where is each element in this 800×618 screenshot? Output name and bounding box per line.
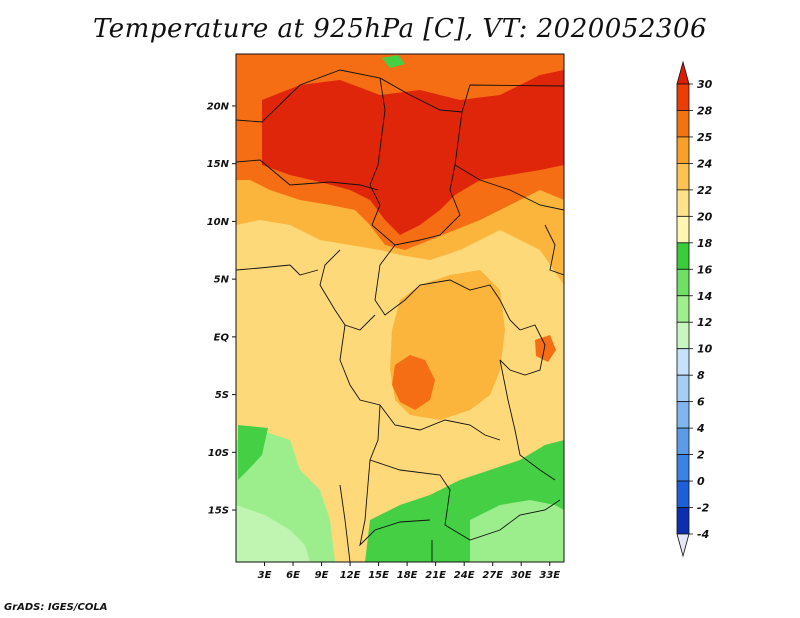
border-line xyxy=(544,224,564,276)
colorbar-swatch xyxy=(676,295,690,323)
field-cool-green-north xyxy=(382,55,405,68)
colorbar-label: 24 xyxy=(697,157,712,170)
border-line xyxy=(359,459,431,547)
border-line xyxy=(236,159,379,191)
grads-credit: GrADS: IGES/COLA xyxy=(4,602,108,613)
colorbar-swatch xyxy=(676,480,690,508)
lon-tick-label: 21E xyxy=(425,570,446,581)
border-line xyxy=(236,69,564,123)
lat-tick-label: 10N xyxy=(207,217,230,228)
border-line xyxy=(499,324,546,376)
latitude-axis: 20N 15N 10N 5N EQ 5S 10S 15S xyxy=(207,101,236,517)
colorbar-swatch xyxy=(676,110,690,138)
colorbar-swatch xyxy=(676,507,690,535)
colorbar-label: -4 xyxy=(697,528,709,541)
colorbar-label: 12 xyxy=(697,316,713,329)
border-line xyxy=(499,359,556,481)
colorbar-swatch xyxy=(676,427,690,455)
colorbar-label: 25 xyxy=(697,131,713,144)
colorbar-label: 16 xyxy=(697,263,713,276)
border-line xyxy=(339,324,501,441)
colorbar-label: 20 xyxy=(697,210,713,223)
border-line xyxy=(236,264,291,271)
colorbar-label: 10 xyxy=(697,343,713,356)
country-borders xyxy=(236,69,564,562)
colorbar-label: 8 xyxy=(697,369,705,382)
longitude-axis: 3E 6E 9E 12E 15E 18E 21E 24E 27E 30E 33E xyxy=(258,562,560,581)
field-pale-green xyxy=(236,505,310,562)
field-hot xyxy=(262,70,564,235)
colorbar-label: 2 xyxy=(697,449,705,462)
field-cool-green-west xyxy=(238,425,268,480)
lon-tick-label: 12E xyxy=(340,570,361,581)
colorbar-swatch xyxy=(676,189,690,217)
colorbar-label: 4 xyxy=(696,422,705,435)
border-line xyxy=(369,404,561,541)
colorbar-swatch xyxy=(676,83,690,111)
lat-tick-label: 20N xyxy=(207,101,230,112)
lon-tick-label: 9E xyxy=(315,570,329,581)
lat-tick-label: 5N xyxy=(214,275,230,286)
lat-tick-label: 10S xyxy=(208,448,229,459)
field-warm-uganda xyxy=(535,335,556,362)
colorbar-label: 0 xyxy=(697,475,705,488)
border-line xyxy=(319,249,376,331)
field-light-green-south xyxy=(470,500,564,562)
border-line xyxy=(454,164,564,211)
colorbar-swatch xyxy=(676,242,690,270)
lon-tick-label: 15E xyxy=(368,570,389,581)
colorbar-label: -2 xyxy=(697,502,710,515)
colorbar-cap-top xyxy=(676,60,690,85)
colorbar-cap-bottom xyxy=(676,533,690,558)
colorbar-swatch xyxy=(676,401,690,429)
lon-tick-label: 18E xyxy=(397,570,418,581)
lon-tick-label: 24E xyxy=(454,570,475,581)
temperature-field xyxy=(236,54,564,562)
border-line xyxy=(339,484,351,562)
colorbar-swatch xyxy=(676,454,690,482)
colorbar-label: 14 xyxy=(697,290,712,303)
lon-tick-label: 33E xyxy=(539,570,560,581)
colorbar-label: 28 xyxy=(697,104,713,117)
lon-tick-label: 3E xyxy=(258,570,272,581)
lon-tick-label: 30E xyxy=(511,570,532,581)
colorbar-label: 18 xyxy=(697,237,713,250)
colorbar-label: 6 xyxy=(697,396,705,409)
lat-tick-label: EQ xyxy=(214,332,230,343)
colorbar-swatch xyxy=(676,215,690,244)
lat-tick-label: 15N xyxy=(207,159,230,170)
map-title: Temperature at 925hPa [C], VT: 202005230… xyxy=(92,14,708,44)
colorbar-swatch xyxy=(676,163,690,191)
colorbar-swatch xyxy=(676,321,690,350)
lon-tick-label: 6E xyxy=(286,570,300,581)
lat-tick-label: 5S xyxy=(215,390,229,401)
border-line xyxy=(289,264,319,276)
colorbar-swatch xyxy=(676,136,690,164)
colorbar-label: 22 xyxy=(697,184,713,197)
colorbar-swatch xyxy=(676,374,690,403)
map-frame xyxy=(235,53,565,563)
border-line xyxy=(374,244,521,331)
field-warm-central xyxy=(392,355,435,410)
colorbar-swatch xyxy=(676,348,690,376)
lat-tick-label: 15S xyxy=(208,506,229,517)
colorbar-swatch xyxy=(676,268,690,297)
colorbar-label: 30 xyxy=(697,78,713,91)
lon-tick-label: 27E xyxy=(482,570,503,581)
